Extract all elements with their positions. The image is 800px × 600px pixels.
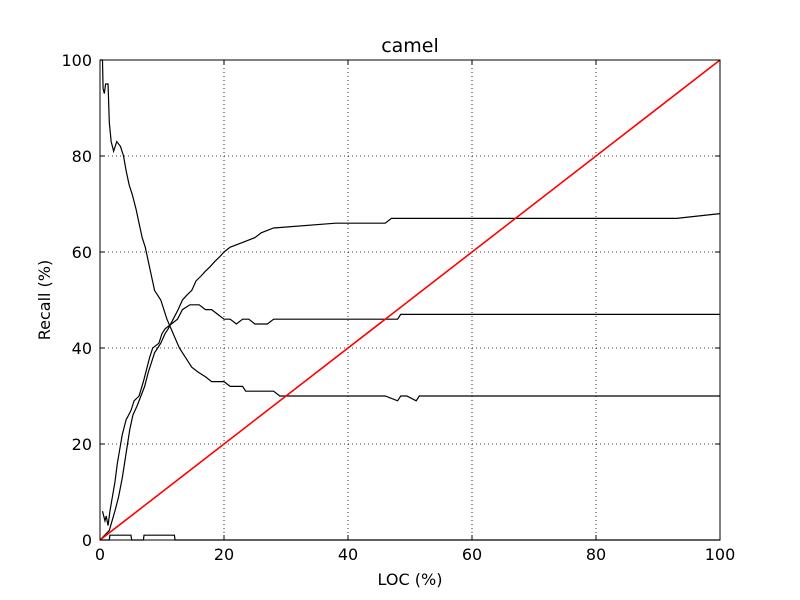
series-line-3 (99, 213, 721, 541)
x-tick-label: 0 (95, 545, 105, 564)
x-tick-label: 100 (705, 545, 736, 564)
series-line-4 (100, 534, 720, 541)
y-tick-label: 40 (72, 339, 92, 358)
plot-frame (99, 59, 721, 541)
series-line-5 (99, 59, 721, 541)
grid (100, 60, 720, 540)
y-axis-label: Recall (%) (35, 260, 54, 341)
x-tick-label: 40 (338, 545, 358, 564)
x-axis-label: LOC (%) (378, 570, 443, 589)
x-tick-label: 60 (462, 545, 482, 564)
y-tick-label: 0 (82, 531, 92, 550)
chart-title: camel (381, 35, 439, 57)
x-tick-label: 80 (586, 545, 606, 564)
axis-ticks: 0 20 40 60 80 100 0 20 40 60 80 100 (61, 51, 735, 564)
y-tick-label: 100 (61, 51, 92, 70)
y-tick-label: 20 (72, 435, 92, 454)
series-line-2 (101, 304, 720, 526)
series-layer (99, 59, 721, 541)
x-tick-label: 20 (214, 545, 234, 564)
y-tick-label: 60 (72, 243, 92, 262)
series-line-1 (100, 59, 720, 402)
y-tick-label: 80 (72, 147, 92, 166)
